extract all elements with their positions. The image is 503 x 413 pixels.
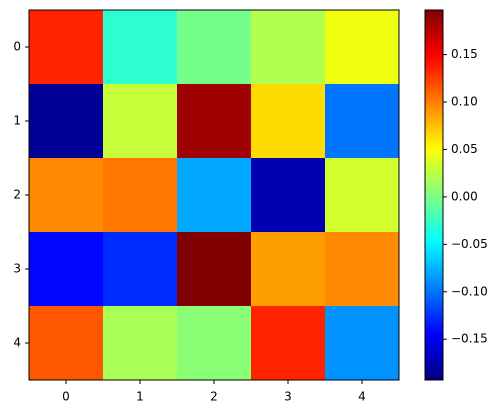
colorbar-tick-label: 0.15 [451,47,478,61]
heatmap-cell [29,10,104,85]
heatmap-cell [29,84,104,159]
heatmap-cell [251,10,326,85]
colorbar-tick-label: −0.05 [451,237,488,251]
heatmap-cell [251,306,326,381]
colorbar [424,9,444,381]
colorbar-tick-label: 0.00 [451,189,478,203]
colorbar-tick-label: 0.05 [451,142,478,156]
heatmap-cell [103,84,178,159]
heatmap-cell [325,84,400,159]
y-tick-label: 4 [13,336,21,350]
heatmap-cell [177,232,252,307]
heatmap-cell [29,306,104,381]
heatmap-cell [251,84,326,159]
heatmap-cell [325,232,400,307]
heatmap-cell [29,232,104,307]
y-tick-label: 0 [13,40,21,54]
heatmap-cell [325,306,400,381]
heatmap-cell [29,158,104,233]
heatmap-cell [103,158,178,233]
colorbar-tick-label: −0.10 [451,284,488,298]
heatmap-cell [103,306,178,381]
x-tick-label: 2 [210,390,218,404]
y-tick-label: 1 [13,114,21,128]
heatmap-cell [251,232,326,307]
y-tick-label: 3 [13,262,21,276]
heatmap-cell [251,158,326,233]
heatmap-cell [177,306,252,381]
heatmap-cell [177,84,252,159]
x-tick-label: 0 [62,390,70,404]
heatmap-cell [177,10,252,85]
heatmap-cell [103,10,178,85]
colorbar-tick-label: −0.15 [451,332,488,346]
colorbar-tick-label: 0.10 [451,95,478,109]
x-tick-label: 1 [136,390,144,404]
heatmap-cell [325,158,400,233]
y-tick-label: 2 [13,188,21,202]
x-tick-label: 4 [358,390,366,404]
heatmap-cell [103,232,178,307]
heatmap-cell [177,158,252,233]
x-tick-label: 3 [284,390,292,404]
heatmap-cell [325,10,400,85]
